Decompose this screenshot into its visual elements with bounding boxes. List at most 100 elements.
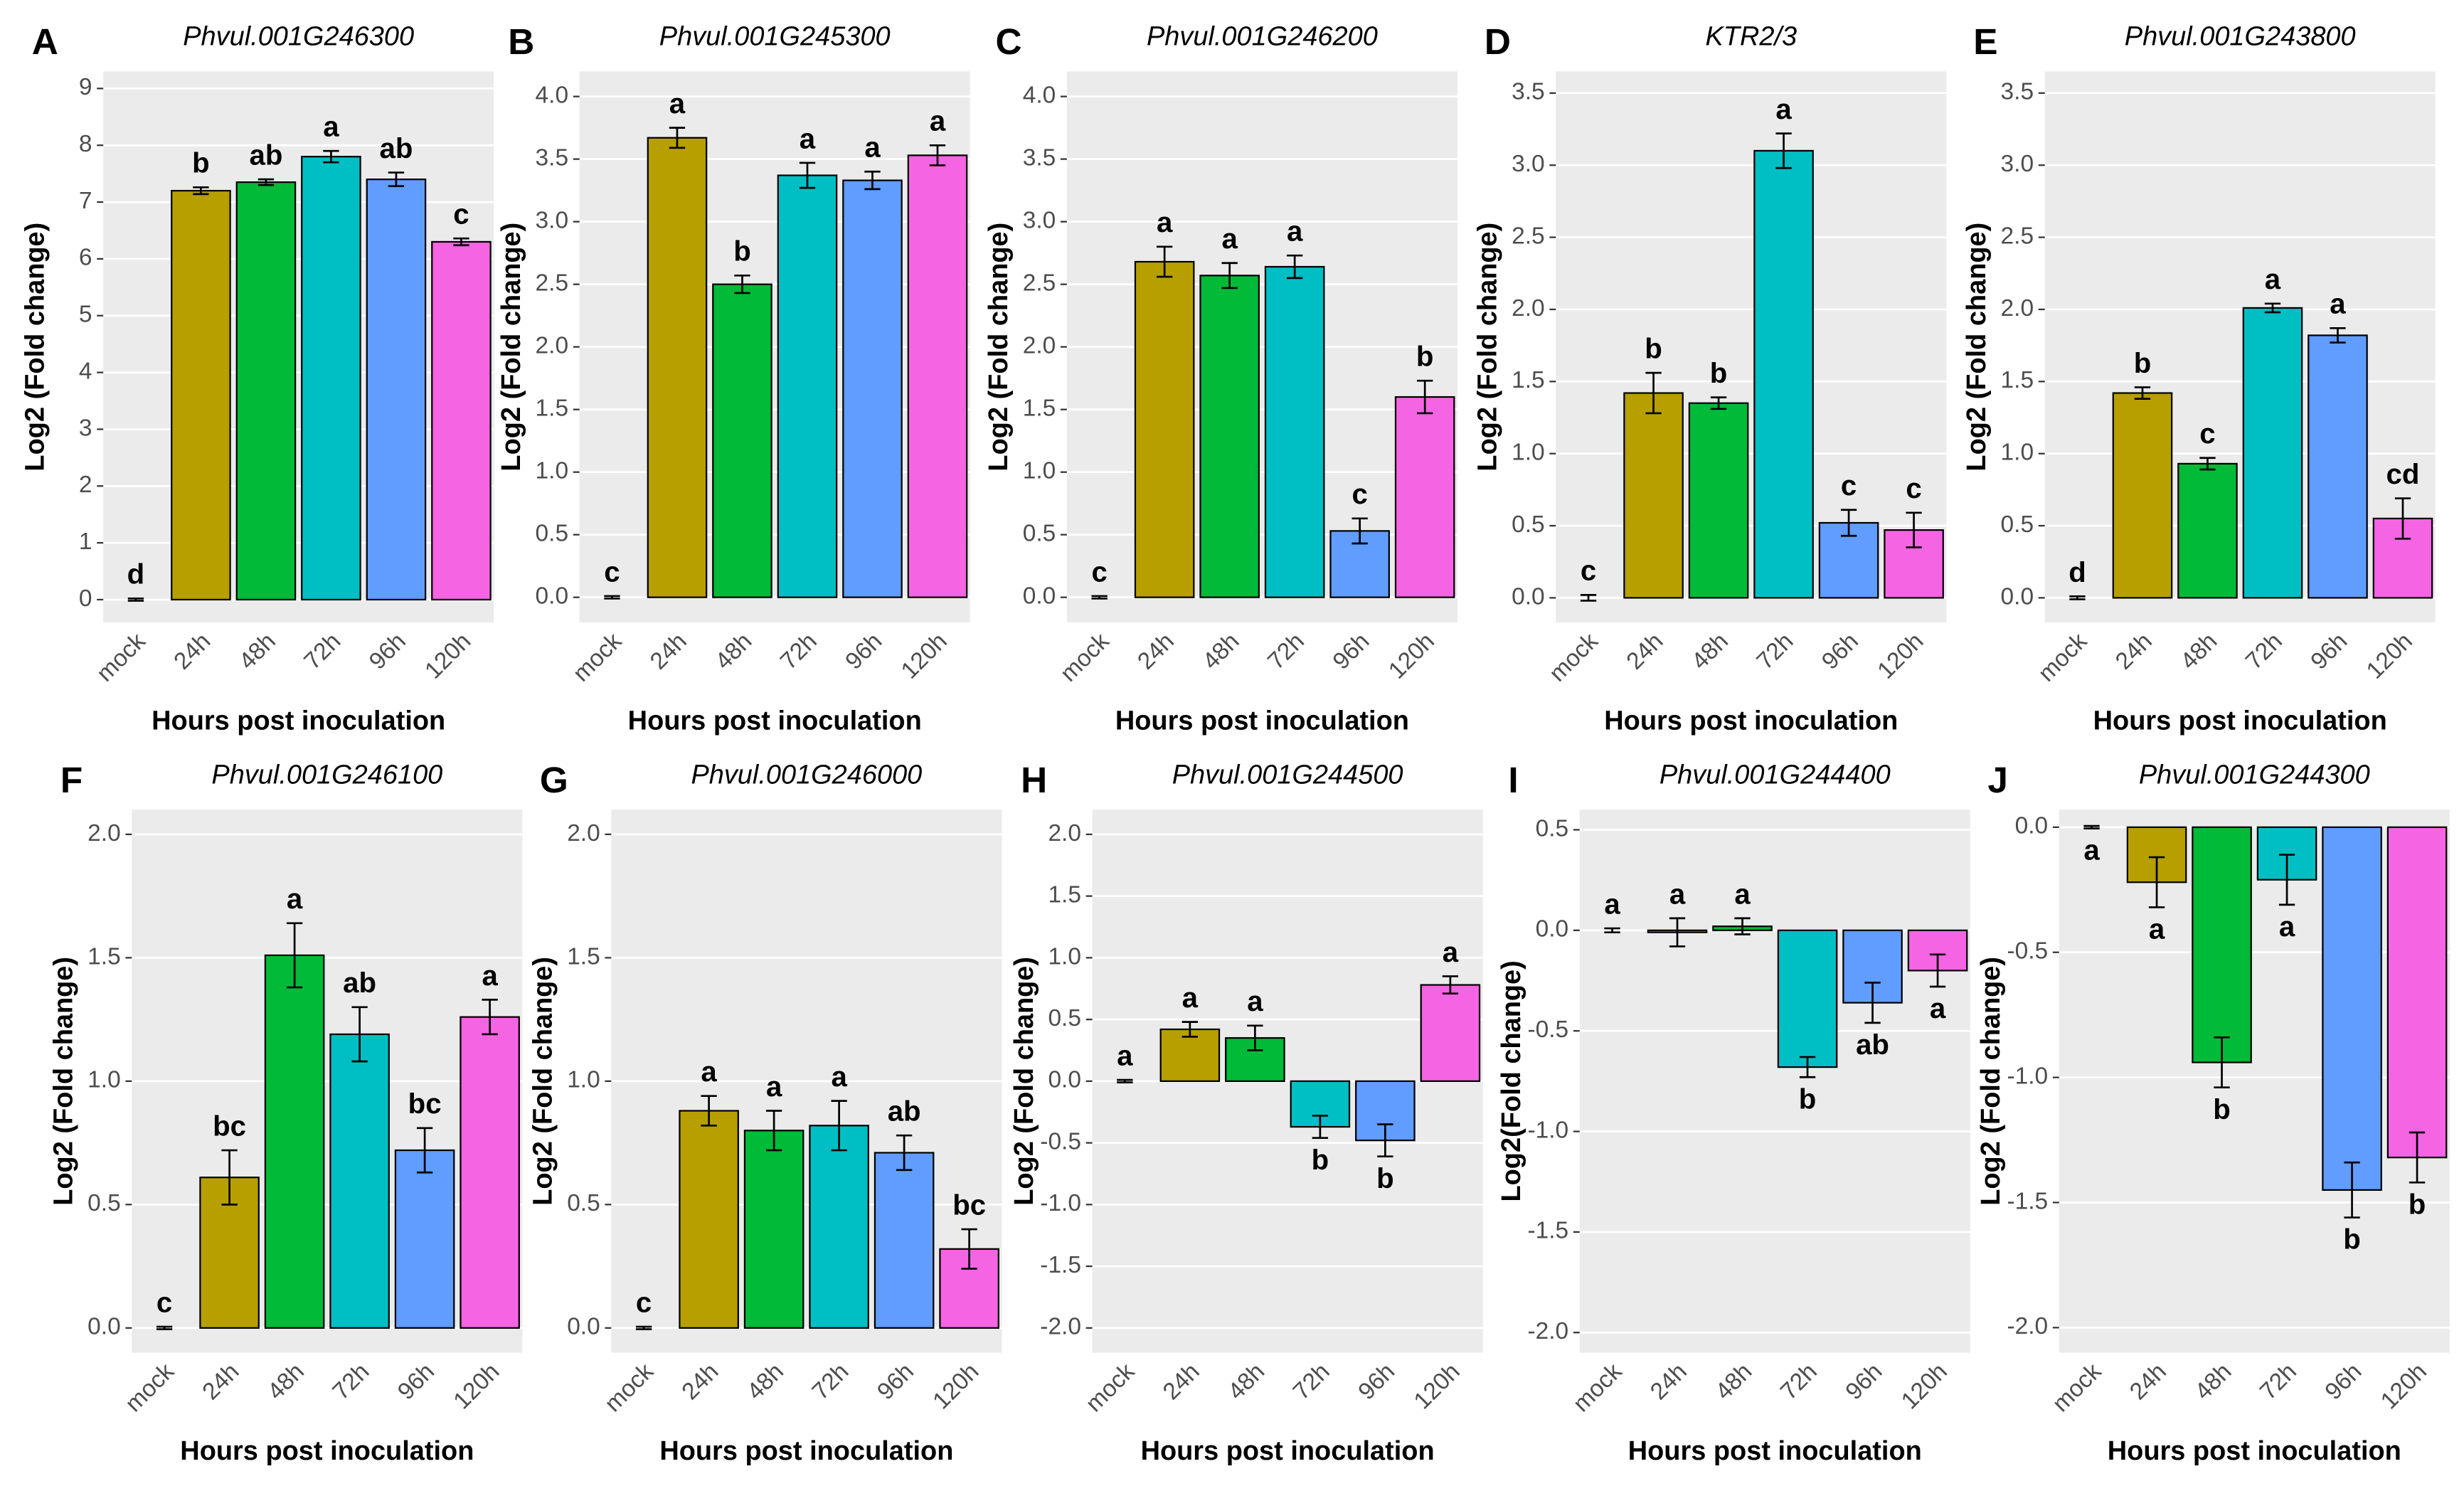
x-tick-label: mock — [600, 1358, 659, 1417]
significance-letter: c — [1352, 478, 1367, 510]
x-tick-label: 72h — [1775, 1359, 1822, 1406]
panel-title: Phvul.001G246300 — [183, 22, 414, 52]
significance-letter: a — [1604, 888, 1620, 920]
error-bar — [1840, 509, 1857, 537]
error-bar — [1604, 927, 1620, 934]
y-tick-label: 1.0 — [1023, 458, 1056, 484]
y-tick-label: 0 — [79, 585, 92, 612]
error-bar — [734, 274, 750, 294]
x-tick-label: 120h — [1873, 628, 1929, 684]
panel-letter: H — [1021, 760, 1047, 800]
error-bar — [156, 1325, 173, 1330]
significance-letter: c — [1906, 472, 1921, 504]
y-tick-label: 2.5 — [536, 270, 569, 296]
significance-letter: a — [1775, 93, 1792, 125]
plot-background — [1579, 810, 1970, 1353]
y-axis-title: Log2 (Fold change) — [1473, 223, 1503, 472]
y-tick-label: 0.0 — [1048, 1067, 1081, 1093]
panel-title: Phvul.001G244300 — [2139, 760, 2370, 790]
bar — [1688, 402, 1749, 599]
panel-title: Phvul.001G246100 — [211, 760, 442, 790]
x-tick-label: 120h — [449, 1359, 505, 1415]
bar — [1623, 392, 1684, 599]
y-tick-label: -1.0 — [2007, 1063, 2048, 1089]
error-bar — [1929, 953, 1946, 988]
y-tick-label: -1.5 — [1040, 1252, 1081, 1278]
bar — [2192, 826, 2252, 1063]
x-tick-label: 96h — [1841, 1359, 1888, 1406]
y-tick-label: -2.0 — [1040, 1314, 1081, 1340]
error-bar — [701, 1095, 717, 1127]
bar — [743, 1130, 804, 1329]
x-tick-label: 72h — [328, 1359, 375, 1406]
y-tick-label: 0.0 — [1023, 583, 1056, 610]
y-axis-title: Log2 (Fold change) — [1962, 223, 1992, 472]
error-bar — [765, 1110, 782, 1152]
bar — [777, 174, 838, 598]
significance-letter: b — [1799, 1083, 1817, 1115]
bar — [2126, 826, 2187, 883]
x-tick-label: 96h — [872, 1359, 919, 1406]
error-bar — [1312, 1115, 1329, 1140]
y-tick-label: 8 — [79, 131, 92, 157]
y-tick-label: 0.5 — [1536, 815, 1569, 842]
error-bar — [864, 170, 881, 191]
error-bar — [1906, 511, 1922, 548]
error-bar — [1442, 975, 1459, 995]
significance-letter: a — [1247, 985, 1263, 1017]
x-axis-title: Hours post inoculation — [180, 1436, 474, 1466]
x-tick-label: 72h — [1263, 628, 1310, 675]
y-tick-label: -0.5 — [2007, 938, 2048, 965]
error-bar — [961, 1228, 977, 1270]
significance-letter: a — [2279, 911, 2295, 943]
y-tick-label: 5 — [79, 302, 92, 328]
y-tick-label: -1.5 — [1527, 1218, 1568, 1244]
y-tick-label: 3.5 — [1512, 79, 1545, 105]
error-bar — [831, 1100, 847, 1152]
error-bar — [388, 171, 405, 188]
x-tick-label: mock — [120, 1358, 179, 1417]
significance-letter: ab — [888, 1095, 921, 1127]
significance-letter: a — [482, 960, 498, 992]
x-tick-label: 48h — [2176, 628, 2223, 675]
x-tick-label: 24h — [169, 628, 216, 675]
plot-background — [103, 71, 494, 622]
panel-title: Phvul.001G243800 — [2125, 22, 2356, 52]
y-tick-label: 0.0 — [2015, 813, 2049, 839]
x-tick-label: 48h — [1687, 628, 1733, 675]
y-tick-label: 1.0 — [567, 1067, 600, 1093]
bar — [1134, 260, 1195, 598]
bar — [1777, 929, 1838, 1068]
y-tick-label: -1.5 — [2007, 1188, 2048, 1214]
panel-title: Phvul.001G246200 — [1147, 22, 1378, 52]
significance-letter: ab — [249, 139, 282, 171]
x-tick-label: 120h — [2362, 628, 2418, 684]
y-tick-label: 2.0 — [1023, 333, 1056, 359]
y-tick-label: 1 — [79, 529, 92, 555]
panel-title: KTR2/3 — [1705, 22, 1797, 52]
error-bar — [1286, 254, 1303, 280]
y-tick-label: 2.5 — [2001, 223, 2034, 249]
error-bar — [1181, 1021, 1199, 1038]
bar — [264, 954, 325, 1329]
bar — [1907, 929, 1968, 972]
y-tick-label: 0.5 — [2001, 511, 2034, 538]
error-bar — [2148, 856, 2165, 908]
x-tick-label: 120h — [928, 1359, 984, 1415]
y-tick-label: 3.0 — [2001, 151, 2034, 177]
error-bar — [1734, 917, 1751, 935]
error-bar — [1669, 917, 1686, 948]
error-bar — [604, 595, 620, 600]
bar — [1159, 1028, 1221, 1082]
significance-letter: a — [1443, 936, 1459, 968]
x-tick-label: 96h — [1817, 628, 1864, 675]
significance-letter: a — [2149, 913, 2165, 945]
x-tick-label: 48h — [262, 1359, 309, 1406]
error-bar — [1377, 1123, 1393, 1158]
y-tick-label: 1.5 — [1512, 367, 1545, 393]
x-tick-label: 48h — [1223, 1359, 1270, 1406]
x-tick-label: 96h — [364, 628, 411, 675]
error-bar — [2134, 386, 2151, 400]
x-tick-label: 48h — [711, 628, 758, 675]
x-tick-label: 72h — [2255, 1359, 2302, 1406]
